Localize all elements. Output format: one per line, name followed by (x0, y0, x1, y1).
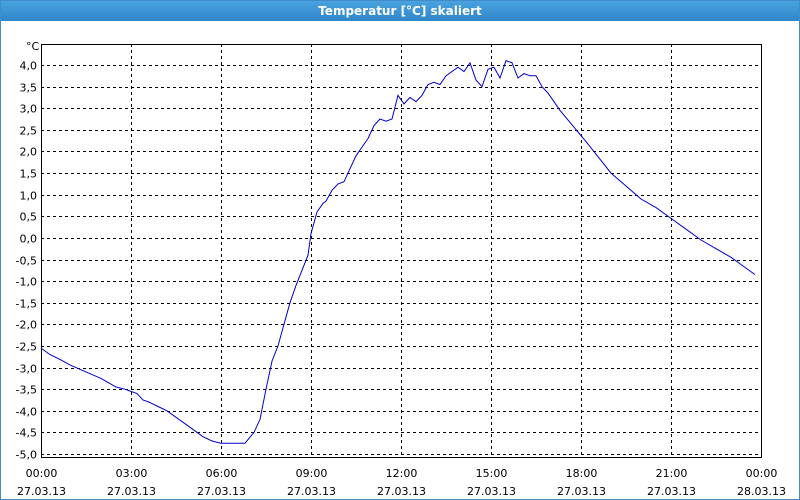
x-tick-date-label: 28.03.13 (737, 485, 786, 498)
y-tick-label: -4,0 (16, 406, 37, 419)
y-axis-unit-label: °C (26, 40, 40, 53)
y-tick-label: -3,5 (16, 384, 37, 397)
y-tick-label: 2,0 (20, 146, 38, 159)
x-axis-ticks: 00:00 27.03.13 03:00 27.03.13 06:00 27.03.13 0… (17, 467, 786, 498)
y-tick-label: -1,0 (16, 276, 37, 289)
y-tick-label: 0,5 (20, 211, 38, 224)
y-tick-label: 0,0 (20, 233, 38, 246)
y-tick-label: -1,5 (16, 298, 37, 311)
y-tick-label: 1,0 (20, 190, 38, 203)
x-tick-time-label: 12:00 (386, 467, 418, 480)
y-tick-label: -2,5 (16, 341, 37, 354)
plot-area-frame (41, 44, 762, 458)
x-tick-date-label: 27.03.13 (467, 485, 516, 498)
y-tick-label: -0,5 (16, 255, 37, 268)
y-tick-label: -4,5 (16, 427, 37, 440)
x-tick-time-label: 09:00 (296, 467, 328, 480)
y-tick-label: -2,0 (16, 319, 37, 332)
x-tick-time-label: 21:00 (656, 467, 688, 480)
y-tick-label: 2,5 (20, 125, 38, 138)
y-tick-label: -5,0 (16, 449, 37, 462)
grid (41, 44, 762, 457)
y-tick-label: -3,0 (16, 363, 37, 376)
y-tick-label: 1,5 (20, 168, 38, 181)
x-tick-time-label: 18:00 (566, 467, 598, 480)
x-tick-date-label: 27.03.13 (17, 485, 66, 498)
temperature-series-line (40, 60, 756, 444)
y-axis-ticks: 4,0 3,5 3,0 2,5 2,0 1,5 1,0 0,5 0,0 -0,5 -1,0 -1,5 -… (16, 60, 37, 462)
x-tick-date-label: 27.03.13 (377, 485, 426, 498)
y-tick-label: 3,5 (20, 82, 38, 95)
x-tick-date-label: 27.03.13 (647, 485, 696, 498)
x-tick-date-label: 27.03.13 (107, 485, 156, 498)
x-tick-time-label: 15:00 (476, 467, 508, 480)
window-title: Temperatur [°C] skaliert (1, 1, 799, 21)
x-tick-date-label: 27.03.13 (197, 485, 246, 498)
x-tick-date-label: 27.03.13 (557, 485, 606, 498)
y-tick-label: 4,0 (20, 60, 38, 73)
y-tick-label: 3,0 (20, 103, 38, 116)
x-tick-time-label: 00:00 (746, 467, 778, 480)
temperature-chart: °C 4,0 3,5 3,0 2,5 2,0 1,5 1,0 0,5 0,0 -0,5 -1,0 -1… (16, 40, 786, 498)
x-tick-date-label: 27.03.13 (287, 485, 336, 498)
x-tick-time-label: 06:00 (206, 467, 238, 480)
x-tick-time-label: 03:00 (116, 467, 148, 480)
series-layer (40, 60, 756, 444)
x-tick-time-label: 00:00 (26, 467, 58, 480)
